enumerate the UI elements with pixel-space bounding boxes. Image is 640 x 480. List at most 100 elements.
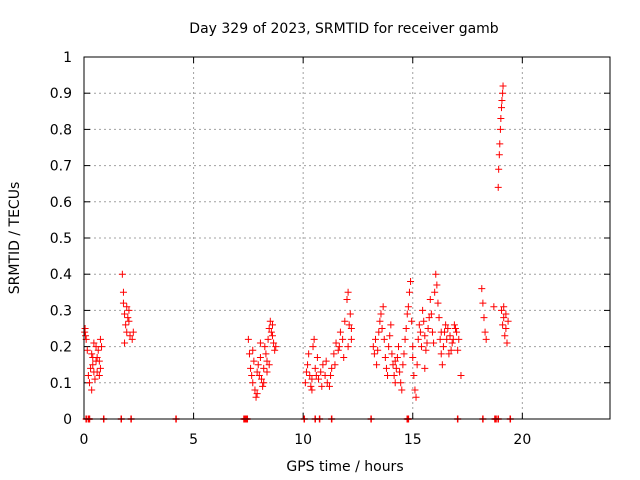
data-point bbox=[500, 303, 508, 311]
data-point bbox=[399, 361, 407, 369]
data-point bbox=[253, 368, 261, 376]
data-point bbox=[442, 321, 450, 329]
data-point bbox=[330, 350, 338, 358]
data-point bbox=[317, 368, 325, 376]
data-point bbox=[260, 364, 268, 372]
data-point bbox=[499, 82, 507, 90]
data-point bbox=[256, 353, 264, 361]
data-point bbox=[502, 325, 510, 332]
data-point bbox=[81, 325, 89, 332]
data-point bbox=[309, 343, 317, 351]
data-point bbox=[96, 335, 104, 343]
data-point bbox=[430, 339, 438, 347]
data-point bbox=[267, 328, 275, 336]
data-point bbox=[496, 125, 504, 133]
chart-title: Day 329 of 2023, SRMTID for receiver gam… bbox=[189, 21, 499, 37]
data-point bbox=[307, 382, 315, 390]
data-point bbox=[392, 364, 400, 372]
data-point bbox=[495, 165, 503, 173]
data-point bbox=[327, 372, 335, 380]
data-point bbox=[415, 321, 423, 329]
data-point bbox=[501, 332, 509, 340]
data-point bbox=[272, 343, 280, 351]
data-point bbox=[426, 296, 434, 304]
y-tick-label: 0.9 bbox=[50, 86, 72, 102]
data-point bbox=[495, 151, 503, 159]
grid-lines bbox=[84, 57, 610, 419]
data-point bbox=[499, 89, 507, 97]
data-point bbox=[259, 382, 267, 390]
data-point bbox=[377, 310, 385, 318]
data-point bbox=[340, 353, 348, 361]
data-point bbox=[494, 183, 502, 191]
data-point bbox=[123, 328, 131, 336]
y-tick-label: 1 bbox=[63, 50, 72, 66]
data-point bbox=[85, 379, 93, 387]
data-point bbox=[341, 317, 349, 325]
data-point bbox=[270, 339, 278, 347]
data-point bbox=[89, 361, 97, 369]
data-point bbox=[439, 343, 447, 351]
data-point bbox=[96, 364, 104, 372]
data-point bbox=[248, 372, 256, 380]
x-tick-label: 20 bbox=[513, 432, 531, 448]
data-point bbox=[88, 386, 96, 394]
data-points bbox=[81, 82, 512, 401]
data-point bbox=[95, 372, 103, 380]
data-point bbox=[83, 346, 91, 354]
data-point bbox=[408, 317, 416, 325]
data-point bbox=[306, 372, 314, 380]
data-point bbox=[422, 346, 430, 354]
data-point bbox=[421, 364, 429, 372]
data-point bbox=[427, 310, 435, 318]
data-point bbox=[88, 350, 96, 358]
data-point bbox=[478, 285, 486, 293]
data-point bbox=[391, 357, 399, 365]
data-point bbox=[301, 379, 309, 387]
data-point bbox=[335, 343, 343, 351]
data-point bbox=[318, 382, 326, 390]
data-point bbox=[490, 303, 498, 311]
data-point bbox=[387, 321, 395, 329]
data-point bbox=[121, 339, 129, 347]
y-tick-label: 0.6 bbox=[50, 195, 72, 211]
data-point bbox=[502, 310, 510, 318]
data-point bbox=[498, 306, 506, 314]
data-point bbox=[312, 372, 320, 380]
data-point bbox=[346, 310, 354, 318]
y-tick-label: 0.2 bbox=[50, 340, 72, 356]
data-point bbox=[244, 335, 252, 343]
data-point bbox=[409, 353, 417, 361]
data-point bbox=[91, 375, 99, 383]
data-point bbox=[398, 386, 406, 394]
y-tick-label: 0.3 bbox=[50, 303, 72, 319]
data-point bbox=[400, 350, 408, 358]
data-point bbox=[119, 299, 127, 307]
data-point bbox=[310, 335, 318, 343]
data-point bbox=[414, 335, 422, 343]
data-point bbox=[499, 321, 507, 329]
data-point bbox=[373, 361, 381, 369]
data-point bbox=[262, 350, 270, 358]
y-tick-label: 0 bbox=[63, 412, 72, 428]
y-tick-label: 0.5 bbox=[50, 231, 72, 247]
data-point bbox=[249, 346, 257, 354]
data-point bbox=[496, 140, 504, 148]
data-point bbox=[382, 364, 390, 372]
data-point bbox=[410, 372, 418, 380]
data-point bbox=[308, 386, 316, 394]
data-point bbox=[118, 270, 126, 278]
data-point bbox=[425, 314, 433, 322]
data-point bbox=[479, 299, 487, 307]
data-point bbox=[308, 375, 316, 383]
data-point bbox=[258, 375, 266, 383]
data-point bbox=[446, 332, 454, 340]
data-point bbox=[93, 368, 101, 376]
data-point bbox=[129, 328, 137, 336]
data-point bbox=[378, 325, 386, 332]
data-point bbox=[503, 339, 511, 347]
data-point bbox=[480, 314, 488, 322]
data-point bbox=[328, 364, 336, 372]
data-point bbox=[457, 372, 465, 380]
data-point bbox=[336, 328, 344, 336]
